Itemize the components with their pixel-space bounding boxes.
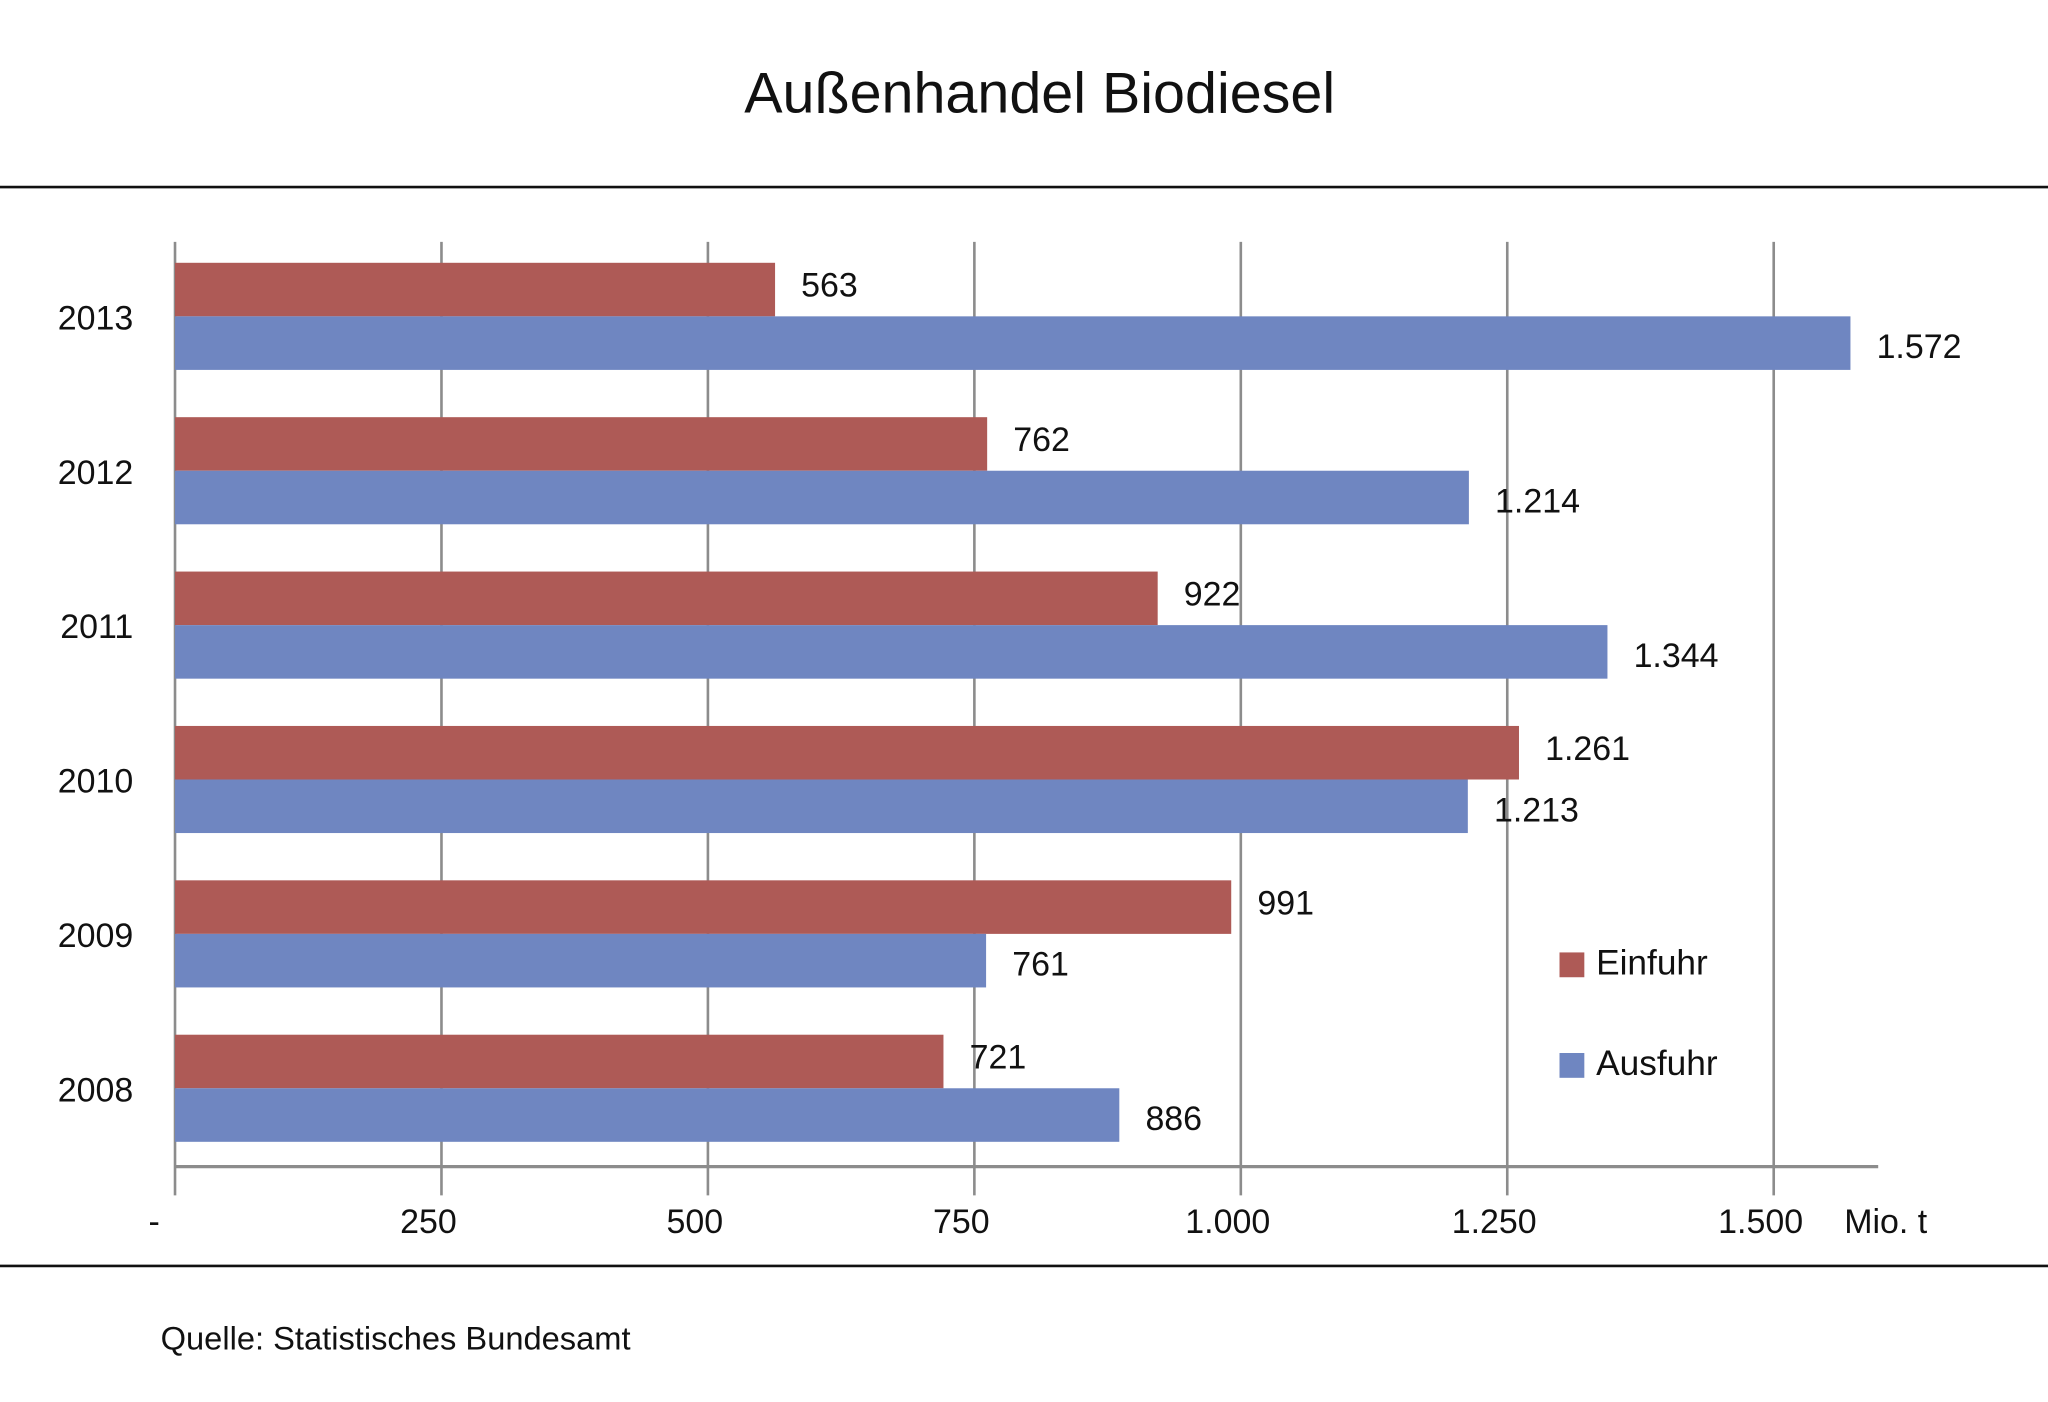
- legend-swatch-einfuhr: [1559, 952, 1585, 978]
- y-category-label: 2011: [60, 608, 133, 646]
- data-label: 1.572: [1877, 328, 1962, 366]
- legend-label-ausfuhr: Ausfuhr: [1596, 1044, 1718, 1083]
- data-label: 1.213: [1494, 791, 1579, 829]
- data-label: 721: [970, 1039, 1027, 1077]
- bar-ausfuhr: [175, 316, 1851, 370]
- x-axis-unit-label: Mio. t: [1844, 1203, 1928, 1241]
- bar-ausfuhr: [175, 470, 1469, 525]
- y-category-label: 2008: [58, 1071, 134, 1109]
- data-label: 991: [1257, 884, 1314, 922]
- bar-einfuhr: [175, 725, 1519, 780]
- bar-einfuhr: [175, 880, 1232, 934]
- x-tick-label: 750: [933, 1203, 990, 1241]
- data-label: 762: [1013, 421, 1070, 459]
- legend-swatch-ausfuhr: [1559, 1053, 1585, 1078]
- x-tick-label: 500: [667, 1203, 724, 1241]
- y-category-label: 2013: [58, 299, 134, 337]
- x-tick-label: 250: [400, 1203, 457, 1241]
- bar-ausfuhr: [175, 933, 987, 988]
- data-label: 1.214: [1495, 483, 1580, 521]
- bar-einfuhr: [175, 1034, 944, 1089]
- bar-einfuhr: [175, 571, 1158, 626]
- bar-ausfuhr: [175, 1088, 1120, 1142]
- x-tick-label: 1.500: [1718, 1203, 1803, 1241]
- bar-ausfuhr: [175, 625, 1608, 679]
- bar-einfuhr: [175, 417, 988, 471]
- x-tick-label: 1.250: [1452, 1203, 1537, 1241]
- y-category-label: 2012: [58, 454, 134, 492]
- y-category-label: 2010: [58, 763, 134, 801]
- y-category-label: 2009: [58, 917, 134, 955]
- chart-title: Außenhandel Biodiesel: [744, 62, 1335, 126]
- data-label: 922: [1184, 576, 1241, 614]
- data-label: 1.344: [1634, 637, 1719, 675]
- x-tick-label: 1.000: [1185, 1203, 1270, 1241]
- data-label: 1.261: [1545, 730, 1630, 768]
- source-note: Quelle: Statistisches Bundesamt: [161, 1319, 631, 1356]
- legend-label-einfuhr: Einfuhr: [1596, 944, 1708, 983]
- x-tick-label: -: [148, 1203, 159, 1241]
- data-label: 563: [801, 267, 858, 305]
- data-label: 886: [1145, 1100, 1202, 1138]
- bar-einfuhr: [175, 262, 776, 317]
- data-label: 761: [1012, 946, 1069, 984]
- bar-ausfuhr: [175, 779, 1468, 834]
